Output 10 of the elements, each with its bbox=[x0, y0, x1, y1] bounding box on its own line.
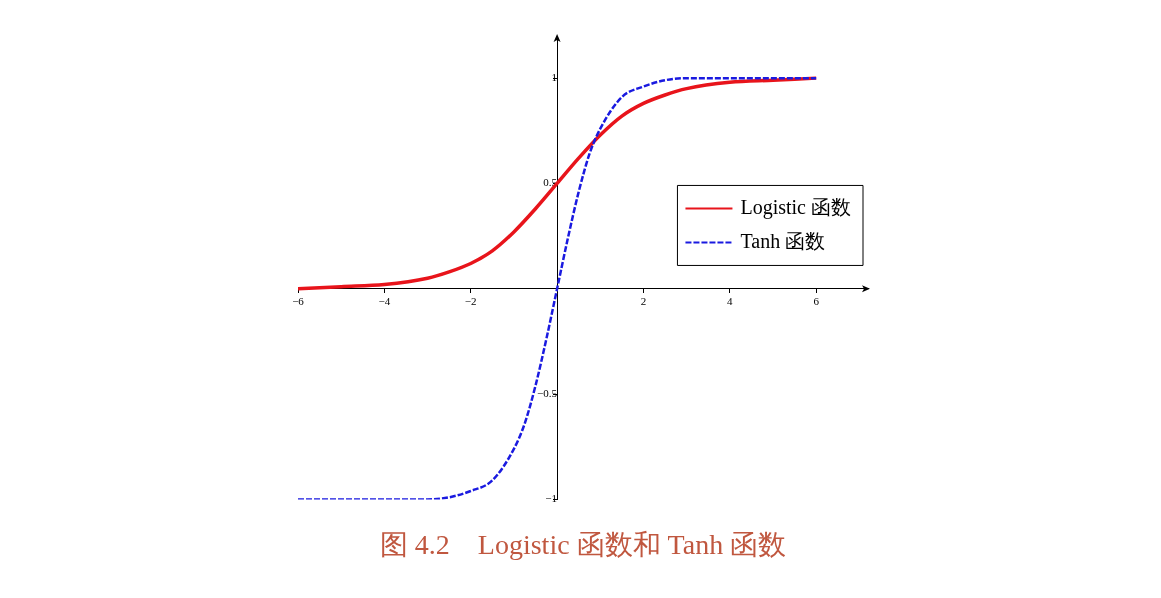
legend-label: Tanh 函数 bbox=[740, 229, 826, 252]
x-tick-label: 6 bbox=[813, 295, 820, 308]
x-tick-label: −2 bbox=[464, 295, 477, 308]
x-tick-label: −4 bbox=[378, 295, 391, 308]
legend-label: Logistic 函数 bbox=[740, 195, 851, 219]
x-tick-label: −6 bbox=[292, 295, 305, 308]
x-tick-label: 4 bbox=[727, 295, 734, 308]
x-tick-label: 2 bbox=[640, 295, 647, 308]
text: 图 4.2 Logistic 函数和 Tanh 函数 bbox=[379, 528, 787, 560]
y-tick-label: −0.5 bbox=[537, 386, 558, 399]
